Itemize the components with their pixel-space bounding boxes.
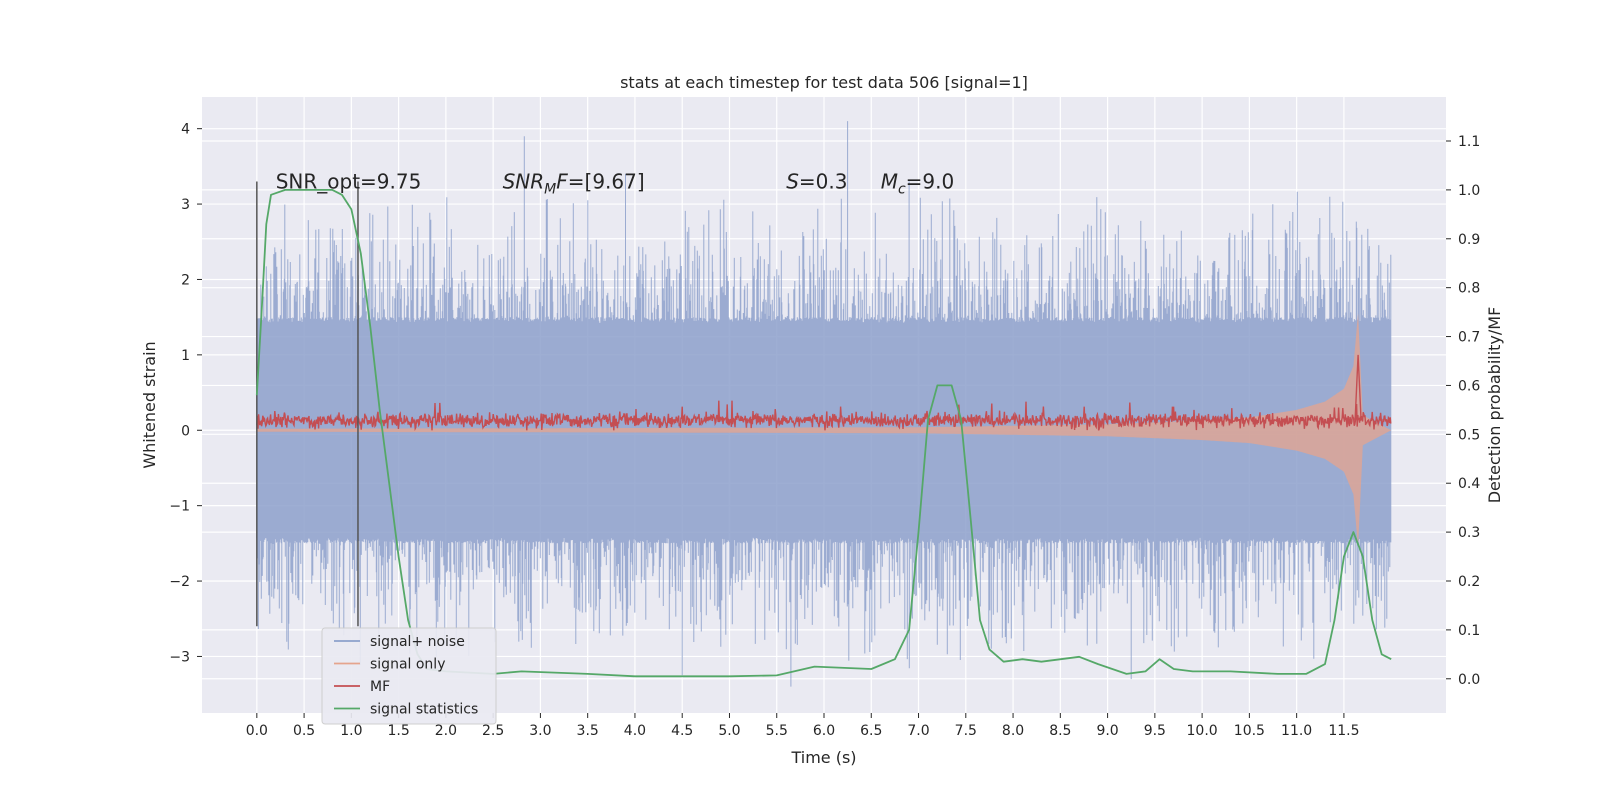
x-tick-label: 11.5 bbox=[1328, 723, 1359, 739]
legend: signal+ noise signal only MF signal statist… bbox=[321, 627, 497, 725]
chart-title: stats at each timestep for test data 506… bbox=[620, 73, 1028, 92]
series-mf bbox=[256, 354, 1392, 432]
legend-label: signal only bbox=[370, 657, 445, 673]
x-tick-label: 10.5 bbox=[1234, 723, 1265, 739]
right-y-tick-label: 0.5 bbox=[1458, 427, 1480, 443]
x-tick-label: 0.0 bbox=[246, 723, 268, 739]
annotation-snr-mf: SNRMF=[9.67] bbox=[503, 169, 645, 197]
annotation-mc: Mc=9.0 bbox=[881, 169, 955, 197]
legend-label: MF bbox=[370, 679, 390, 695]
mf-trace bbox=[256, 400, 1392, 432]
x-tick-label: 10.0 bbox=[1187, 723, 1218, 739]
right-y-axis-ticks: 0.0 0.1 0.2 0.3 0.4 0.5 0.6 0.7 0.8 0.9 1.0 1.1 bbox=[1446, 134, 1480, 688]
right-y-tick-label: 1.0 bbox=[1458, 183, 1480, 199]
left-y-tick-label: 2 bbox=[181, 272, 190, 288]
left-y-tick-label: 4 bbox=[181, 122, 190, 138]
x-tick-label: 3.5 bbox=[577, 723, 599, 739]
x-tick-label: 8.5 bbox=[1049, 723, 1071, 739]
legend-box bbox=[321, 627, 497, 725]
signal-only-trace bbox=[256, 313, 1392, 548]
left-y-axis-label: Whitened strain bbox=[140, 341, 159, 468]
series-signal-only bbox=[256, 313, 1392, 548]
x-tick-label: 7.5 bbox=[955, 723, 977, 739]
x-tick-label: 2.0 bbox=[435, 723, 457, 739]
right-y-tick-label: 0.2 bbox=[1458, 574, 1480, 590]
right-y-tick-label: 0.8 bbox=[1458, 281, 1480, 297]
x-tick-label: 9.0 bbox=[1096, 723, 1118, 739]
mf-spike bbox=[1354, 354, 1362, 421]
x-tick-label: 1.0 bbox=[340, 723, 362, 739]
x-tick-label: 4.5 bbox=[671, 723, 693, 739]
x-tick-label: 4.0 bbox=[624, 723, 646, 739]
right-y-tick-label: 0.1 bbox=[1458, 623, 1480, 639]
annotation-s: S=0.3 bbox=[786, 169, 847, 193]
legend-label: signal statistics bbox=[370, 702, 478, 718]
right-y-tick-label: 0.4 bbox=[1458, 476, 1480, 492]
x-tick-label: 5.0 bbox=[718, 723, 740, 739]
right-y-tick-label: 0.0 bbox=[1458, 672, 1480, 688]
signal-statistics-trace bbox=[255, 189, 1392, 678]
legend-label: signal+ noise bbox=[370, 634, 465, 650]
x-tick-label: 1.5 bbox=[387, 723, 409, 739]
annotation-snr-opt: SNR_opt=9.75 bbox=[276, 169, 422, 193]
x-tick-label: 6.0 bbox=[813, 723, 835, 739]
left-y-tick-label: −1 bbox=[169, 499, 190, 515]
right-y-tick-label: 0.6 bbox=[1458, 378, 1480, 394]
left-y-tick-label: 0 bbox=[181, 423, 190, 439]
left-y-tick-label: −3 bbox=[169, 649, 190, 665]
left-y-tick-label: −2 bbox=[169, 574, 190, 590]
right-y-tick-label: 1.1 bbox=[1458, 134, 1480, 150]
vertical-markers bbox=[256, 181, 359, 627]
left-y-tick-label: 1 bbox=[181, 348, 190, 364]
x-tick-label: 11.0 bbox=[1281, 723, 1312, 739]
left-y-axis-ticks: −3 −2 −1 0 1 2 3 4 bbox=[169, 122, 202, 665]
right-y-tick-label: 0.7 bbox=[1458, 330, 1480, 346]
x-tick-label: 5.5 bbox=[766, 723, 788, 739]
annotations: SNR_opt=9.75 SNRMF=[9.67] S=0.3 Mc=9.0 bbox=[276, 169, 955, 197]
right-y-tick-label: 0.3 bbox=[1458, 525, 1480, 541]
x-tick-label: 3.0 bbox=[529, 723, 551, 739]
x-tick-label: 7.0 bbox=[907, 723, 929, 739]
x-tick-label: 9.5 bbox=[1144, 723, 1166, 739]
x-tick-label: 0.5 bbox=[293, 723, 315, 739]
x-axis-label: Time (s) bbox=[790, 748, 856, 767]
x-tick-label: 6.5 bbox=[860, 723, 882, 739]
right-y-axis-label: Detection probability/MF bbox=[1485, 307, 1504, 504]
series-signal-statistics bbox=[255, 189, 1392, 678]
left-y-tick-label: 3 bbox=[181, 197, 190, 213]
x-tick-label: 2.5 bbox=[482, 723, 504, 739]
right-y-tick-label: 0.9 bbox=[1458, 232, 1480, 248]
x-axis-ticks: 0.0 0.5 1.0 1.5 2.0 2.5 3.0 3.5 4.0 4.5 5.0 5.5 6.0 6… bbox=[246, 713, 1359, 739]
x-tick-label: 8.0 bbox=[1002, 723, 1024, 739]
